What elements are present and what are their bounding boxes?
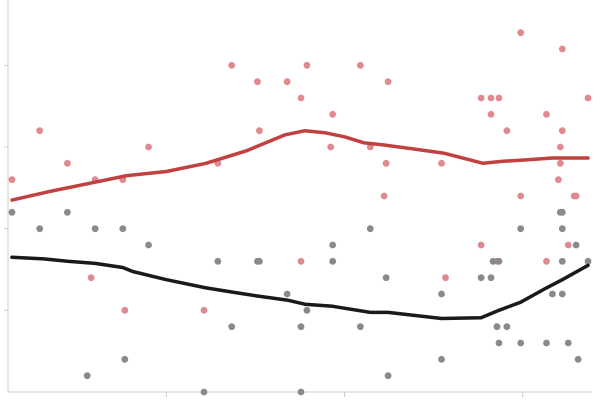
chart-points bbox=[8, 29, 592, 396]
data-point bbox=[121, 306, 129, 314]
data-point bbox=[384, 372, 392, 380]
data-point bbox=[558, 290, 566, 298]
data-point bbox=[303, 61, 311, 69]
chart-trend-lines bbox=[10, 128, 590, 321]
data-point bbox=[214, 257, 222, 265]
data-point bbox=[572, 241, 580, 249]
trend-line bbox=[10, 128, 590, 202]
data-point bbox=[543, 339, 550, 347]
data-point bbox=[356, 323, 364, 331]
chart-axes bbox=[4, 0, 592, 397]
data-point bbox=[438, 290, 445, 298]
data-point bbox=[366, 225, 374, 233]
data-point bbox=[256, 127, 263, 135]
data-point bbox=[83, 372, 91, 380]
data-point bbox=[558, 257, 566, 265]
data-point bbox=[493, 323, 501, 331]
data-point bbox=[487, 110, 495, 118]
data-point bbox=[91, 225, 99, 233]
data-point bbox=[254, 78, 261, 86]
data-point bbox=[556, 159, 564, 167]
data-point bbox=[36, 127, 44, 135]
data-point bbox=[384, 78, 392, 86]
data-point bbox=[558, 208, 566, 216]
data-point bbox=[572, 192, 580, 200]
data-point bbox=[200, 388, 208, 396]
data-point bbox=[329, 241, 337, 249]
data-point bbox=[438, 159, 445, 167]
data-point bbox=[382, 274, 390, 282]
data-point bbox=[574, 355, 582, 363]
data-point bbox=[119, 225, 127, 233]
data-point bbox=[200, 306, 208, 314]
trend-line bbox=[10, 255, 590, 321]
data-point bbox=[297, 94, 305, 102]
data-point bbox=[228, 323, 236, 331]
data-point bbox=[503, 127, 511, 135]
data-point bbox=[487, 94, 495, 102]
data-point bbox=[558, 127, 566, 135]
data-point bbox=[303, 306, 311, 314]
data-point bbox=[543, 110, 550, 118]
data-point bbox=[495, 257, 503, 265]
data-point bbox=[329, 110, 337, 118]
data-point bbox=[380, 192, 388, 200]
data-point bbox=[382, 159, 390, 167]
data-point bbox=[477, 274, 485, 282]
data-point bbox=[564, 241, 572, 249]
data-point bbox=[489, 257, 497, 265]
data-point bbox=[558, 225, 566, 233]
data-point bbox=[145, 143, 152, 151]
data-point bbox=[556, 143, 564, 151]
data-point bbox=[87, 274, 95, 282]
data-point bbox=[517, 192, 525, 200]
data-point bbox=[256, 257, 263, 265]
data-point bbox=[327, 143, 335, 151]
data-point bbox=[554, 176, 562, 184]
data-point bbox=[442, 274, 449, 282]
data-point bbox=[121, 355, 129, 363]
data-point bbox=[8, 208, 16, 216]
data-point bbox=[517, 29, 525, 37]
data-point bbox=[438, 355, 445, 363]
data-point bbox=[63, 208, 71, 216]
data-point bbox=[517, 339, 525, 347]
data-point bbox=[283, 290, 291, 298]
data-point bbox=[517, 225, 525, 233]
data-point bbox=[477, 94, 485, 102]
data-point bbox=[145, 241, 152, 249]
data-point bbox=[356, 61, 364, 69]
data-point bbox=[564, 339, 572, 347]
data-point bbox=[584, 257, 592, 265]
data-point bbox=[329, 257, 337, 265]
data-point bbox=[558, 45, 566, 53]
data-point bbox=[487, 274, 495, 282]
data-point bbox=[477, 241, 485, 249]
data-point bbox=[8, 176, 16, 184]
data-point bbox=[297, 323, 305, 331]
data-point bbox=[584, 94, 592, 102]
data-point bbox=[543, 257, 550, 265]
data-point bbox=[228, 61, 236, 69]
data-point bbox=[297, 388, 305, 396]
data-point bbox=[297, 257, 305, 265]
data-point bbox=[63, 159, 71, 167]
data-point bbox=[36, 225, 44, 233]
data-point bbox=[495, 94, 503, 102]
data-point bbox=[283, 78, 291, 86]
data-point bbox=[495, 339, 503, 347]
data-point bbox=[503, 323, 511, 331]
data-point bbox=[549, 290, 556, 298]
